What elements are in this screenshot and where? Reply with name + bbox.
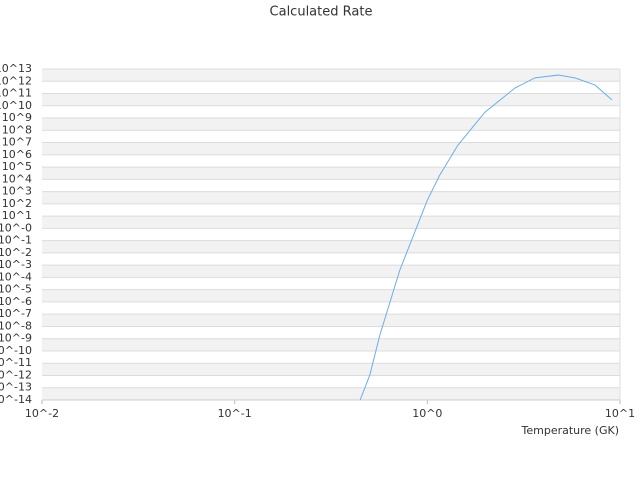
grid-band xyxy=(42,69,620,82)
y-tick-label: 10^-12 xyxy=(0,368,32,381)
grid-band xyxy=(42,338,620,351)
y-tick-label: 10^6 xyxy=(2,148,32,161)
y-tick-label: 10^-3 xyxy=(0,258,32,271)
x-tick-label: 10^1 xyxy=(605,407,635,420)
y-tick-label: 10^-7 xyxy=(0,307,32,320)
grid-band xyxy=(42,265,620,278)
y-tick-label: 10^-4 xyxy=(0,270,32,283)
chart-title: Calculated Rate xyxy=(270,5,373,20)
x-tick-label: 10^0 xyxy=(412,407,442,420)
y-tick-label: 10^12 xyxy=(0,74,32,87)
grid-band xyxy=(42,191,620,204)
y-tick-label: 10^3 xyxy=(2,185,32,198)
grid-band xyxy=(42,93,620,106)
grid-band xyxy=(42,314,620,327)
grid-band xyxy=(42,363,620,376)
y-tick-label: 10^-5 xyxy=(0,283,32,296)
line-series xyxy=(359,74,613,400)
y-tick-label: 10^8 xyxy=(2,123,32,136)
y-tick-label: 10^9 xyxy=(2,111,32,124)
grid-band xyxy=(42,118,620,131)
y-tick-label: 10^-13 xyxy=(0,381,32,394)
y-tick-label: 10^7 xyxy=(2,136,32,149)
y-tick-label: 10^11 xyxy=(0,87,32,100)
grid-band xyxy=(42,387,620,400)
y-tick-label: 10^-1 xyxy=(0,234,32,247)
y-tick-label: 10^10 xyxy=(0,99,32,112)
y-tick-label: 10^-9 xyxy=(0,332,32,345)
grid-band xyxy=(42,240,620,253)
y-tick-label: 10^-0 xyxy=(0,221,32,234)
grid-band xyxy=(42,289,620,302)
y-tick-label: 10^2 xyxy=(2,197,32,210)
grid-band xyxy=(42,142,620,155)
y-tick-label: 10^4 xyxy=(2,172,32,185)
grid-band xyxy=(42,167,620,180)
grid-band xyxy=(42,216,620,229)
y-tick-label: 10^-10 xyxy=(0,344,32,357)
x-tick-label: 10^-1 xyxy=(218,407,252,420)
y-tick-label: 10^5 xyxy=(2,160,32,173)
y-tick-label: 10^-2 xyxy=(0,246,32,259)
y-tick-label: 10^-11 xyxy=(0,356,32,369)
x-tick-label: 10^-2 xyxy=(25,407,59,420)
y-tick-label: 10^13 xyxy=(0,62,32,75)
y-tick-label: 10^1 xyxy=(2,209,32,222)
y-tick-label: 10^-14 xyxy=(0,393,32,406)
y-tick-label: 10^-8 xyxy=(0,319,32,332)
y-tick-label: 10^-6 xyxy=(0,295,32,308)
x-axis-label: Temperature (GK) xyxy=(521,424,620,437)
